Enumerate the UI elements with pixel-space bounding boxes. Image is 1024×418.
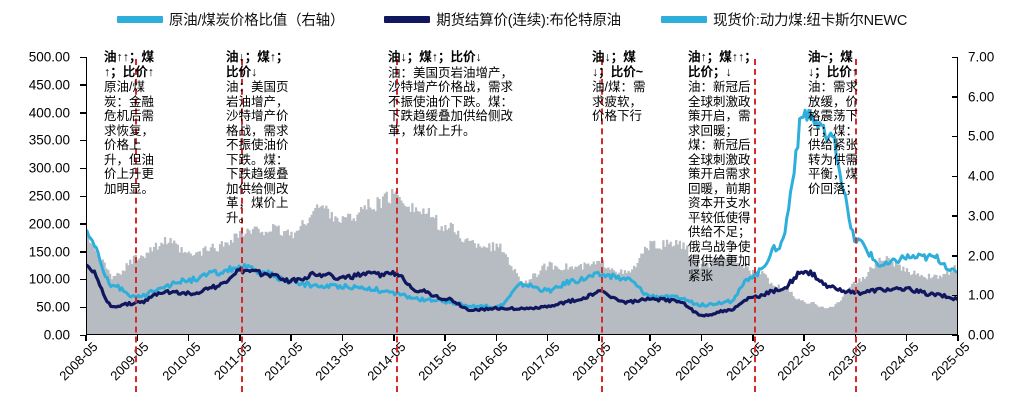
x-axis-tick-label: 2024-05 [876,339,922,384]
x-axis-tick-mark [136,335,139,341]
x-axis-tick-label: 2014-05 [364,339,409,384]
y-axis-left-tick: 350.00 [28,132,70,148]
y-axis-left-tick-mark [80,223,86,225]
y-axis-left-tick-mark [80,278,86,281]
y-axis-right-tick: 5.00 [968,128,995,144]
legend-item-brent: 期货结算价(连续):布伦特原油 [384,9,621,30]
x-axis-tick-mark [341,335,344,341]
brent-price-line [87,263,957,318]
y-axis-left-tick: 300.00 [28,160,70,176]
x-axis-tick-mark [85,335,87,341]
y-axis-right-tick: 0.00 [968,327,995,343]
y-axis-right-tick-mark [952,56,958,58]
x-axis-tick-label: 2019-05 [620,339,665,384]
ratio-area-series [87,189,957,334]
x-axis-tick-mark [598,335,600,341]
x-axis-tick-label: 2017-05 [517,339,563,384]
event-divider-1 [134,59,137,392]
x-axis-tick-label: 2015-05 [415,339,460,384]
legend-label-brent: 期货结算价(连续):布伦特原油 [436,12,621,29]
x-axis-tick-mark [649,335,651,341]
y-axis-left-tick: 500.00 [28,49,70,65]
y-axis-left-tick-mark [80,139,86,142]
x-axis-tick-mark [546,335,549,341]
x-axis-tick-mark [239,335,241,341]
x-axis-tick-mark [187,335,190,341]
event-divider-2 [240,59,243,392]
legend-swatch-ratio [116,15,163,23]
chart-canvas [87,108,957,334]
y-axis-right-tick-mark [952,255,958,257]
plot-area [86,57,958,335]
x-axis-tick-label: 2018-05 [569,339,614,384]
x-axis-tick-label: 2012-05 [261,339,306,384]
y-axis-left-tick-mark [80,334,86,336]
x-axis-tick-label: 2025-05 [928,339,973,384]
y-axis-left-tick: 100.00 [28,271,70,287]
y-axis-left-tick-mark [80,167,86,170]
y-axis-left-tick-mark [80,251,86,253]
y-axis-right-tick-mark [952,215,958,217]
x-axis-tick-label: 2008-05 [56,339,101,384]
y-axis-right-tick: 1.00 [968,287,995,303]
y-axis-right-tick: 4.00 [968,168,995,184]
x-axis-tick-mark [905,335,908,341]
legend-item-ratio: 原油/煤炭价格比值（右轴） [116,9,345,30]
y-axis-left-tick-mark [80,84,86,86]
legend-swatch-brent [384,15,431,23]
x-axis-tick-mark [803,335,805,341]
x-axis-tick-label: 2023-05 [825,339,871,384]
legend-label-ratio: 原油/煤炭价格比值（右轴） [168,12,345,29]
y-axis-left-tick: 200.00 [28,216,70,232]
y-axis-right-tick-mark [952,175,958,178]
x-axis-tick-label: 2020-05 [671,339,717,384]
x-axis-tick-label: 2009-05 [107,339,152,384]
y-axis-right-tick: 7.00 [968,49,995,65]
x-axis-tick-label: 2016-05 [466,339,511,384]
x-axis-tick-label: 2022-05 [774,339,819,384]
event-divider-3 [396,59,399,392]
coal-price-line [87,108,957,310]
y-axis-left-tick-mark [80,112,86,114]
y-axis-left-tick: 250.00 [28,188,70,204]
y-axis-right-tick: 3.00 [968,208,995,224]
x-axis-tick-label: 2021-05 [723,339,768,384]
event-divider-5 [753,59,756,392]
x-axis-tick-label: 2011-05 [210,339,255,383]
y-axis-left-tick: 150.00 [28,244,70,260]
x-axis-tick-mark [957,335,959,341]
x-axis-tick-label: 2010-05 [158,339,204,384]
y-axis-left-tick-mark [80,56,86,58]
x-axis-tick-mark [700,335,703,341]
legend-swatch-newc [660,15,707,23]
legend-item-newc: 现货价:动力煤:纽卡斯尔NEWC [660,9,908,30]
y-axis-right-tick-mark [952,334,958,336]
y-axis-left-tick-mark [80,306,86,309]
y-axis-right-tick: 6.00 [968,89,995,105]
y-axis-left-tick-mark [80,195,86,197]
x-axis-tick-mark [444,335,446,341]
chart-legend: 原油/煤炭价格比值（右轴） 期货结算价(连续):布伦特原油 现货价:动力煤:纽卡… [0,4,1024,34]
y-axis-left-tick: 0.00 [43,327,70,343]
y-axis-right-tick-mark [952,294,958,297]
event-divider-6 [855,59,858,392]
x-axis-tick-mark [393,335,395,341]
y-axis-right-tick-mark [952,135,958,138]
y-axis-right-tick: 2.00 [968,248,995,264]
y-axis-left-tick: 450.00 [28,77,70,93]
y-axis-left-tick: 400.00 [28,105,70,121]
x-axis-tick-mark [290,335,292,341]
y-axis-right-tick-mark [952,96,958,98]
x-axis-tick-mark [495,335,498,341]
legend-label-newc: 现货价:动力煤:纽卡斯尔NEWC [712,12,908,29]
x-axis-labels: 2008-05 2009-05 2010-05 2011-05 2012-05 2013-… [0,337,1024,417]
y-axis-left-tick: 50.00 [36,299,70,315]
event-divider-4 [600,59,603,392]
x-axis-tick-label: 2013-05 [312,339,358,384]
x-axis-tick-mark [752,335,754,341]
